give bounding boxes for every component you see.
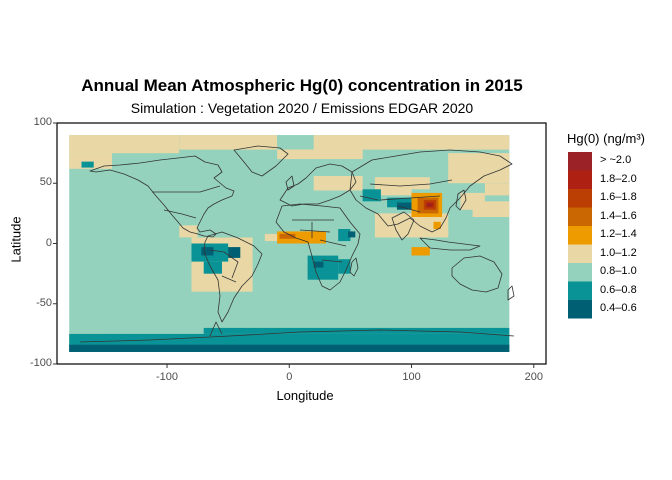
legend-key-label: 0.4–0.6 [600, 302, 637, 315]
heatmap-region-10 [411, 177, 430, 190]
x-tick-label: -100 [156, 371, 179, 383]
south-america-outline [203, 231, 263, 323]
legend-key-swatch [568, 189, 592, 208]
y-tick-label: 50 [39, 176, 52, 189]
canada-usa-border [152, 185, 221, 193]
legend-key-label: 0.6–0.8 [600, 283, 637, 296]
y-tick-label: -50 [36, 296, 52, 309]
africa-outline [275, 203, 361, 291]
plot-area [53, 122, 547, 368]
legend-key-swatch [568, 152, 592, 171]
heatmap-region-40 [411, 247, 430, 256]
legend-key-label: 1.2–1.4 [600, 228, 637, 241]
legend-key-swatch [568, 226, 592, 245]
legend-key-label: 1.0–1.2 [600, 246, 637, 259]
australia-outline [451, 255, 503, 293]
x-tick-label: 100 [402, 371, 421, 383]
heatmap-region-6 [484, 183, 510, 196]
legend-key-label: 1.4–1.6 [600, 209, 637, 222]
india-outline [391, 211, 415, 241]
greenland-outline [233, 145, 289, 177]
europe-outline [279, 163, 357, 207]
north-america-outline [89, 155, 235, 238]
heatmap-region-28 [338, 229, 351, 242]
heatmap-region-39 [427, 203, 432, 207]
heatmap-region-27 [338, 259, 351, 274]
japan-outline [455, 189, 467, 211]
usa-mexico-border [163, 209, 197, 219]
uk-outline [285, 175, 295, 191]
heatmap-region-1 [179, 135, 278, 150]
heatmap-region-5 [448, 153, 510, 184]
heatmap-region-4 [69, 153, 112, 169]
heatmap-region-3 [277, 149, 363, 160]
heatmap-region-23 [228, 247, 241, 258]
legend-key-swatch [568, 263, 592, 282]
heatmap-region-2 [313, 135, 510, 150]
legend-keys [568, 152, 592, 319]
heatmap-layer [69, 135, 510, 352]
y-tick-label: 0 [45, 236, 52, 249]
heatmap-region-0 [69, 135, 180, 154]
heatmap-region-26 [313, 261, 324, 268]
heatmap-region-20 [81, 161, 94, 168]
new-zealand-outline [507, 285, 515, 301]
asia-borders [359, 179, 453, 213]
heatmap-region-24 [201, 247, 214, 256]
heatmap-region-32 [396, 202, 412, 210]
heatmap-region-34 [279, 233, 296, 239]
indonesia-outline [419, 237, 481, 251]
legend-key-swatch [568, 207, 592, 226]
x-tick-label: 200 [524, 371, 543, 383]
country-borders [79, 145, 515, 343]
legend-key-swatch [568, 170, 592, 189]
south-america-borders [209, 249, 239, 283]
heatmap-region-30 [362, 189, 381, 202]
legend-key-swatch [568, 281, 592, 300]
legend-key-label: 0.8–1.0 [600, 265, 637, 278]
heatmap-region-25 [307, 255, 339, 280]
heatmap-region-41 [433, 221, 441, 229]
legend-key-swatch [568, 300, 592, 319]
y-axis-ticks [53, 122, 57, 365]
antarctica-coast [79, 329, 515, 343]
legend-key-label: > ~2.0 [600, 154, 632, 167]
legend-title: Hg(0) (ng/m³) [567, 131, 646, 146]
y-tick-label: -100 [29, 357, 52, 369]
madagascar-outline [349, 257, 359, 277]
y-tick-label: 100 [33, 116, 52, 128]
legend-key-swatch [568, 244, 592, 263]
antarctic-peninsula [209, 321, 223, 337]
x-axis-ticks [166, 364, 535, 368]
x-tick-label: 0 [286, 371, 293, 383]
x-axis-label: Longitude [276, 388, 334, 403]
heatmap-region-19 [69, 344, 510, 352]
asia-outline [349, 149, 513, 233]
legend-key-label: 1.6–1.8 [600, 191, 637, 204]
legend-key-label: 1.8–2.0 [600, 172, 637, 185]
africa-borders [292, 219, 347, 263]
heatmap-region-22 [203, 261, 222, 274]
chart-subtitle: Simulation : Vegetation 2020 / Emissions… [130, 100, 474, 116]
heatmap-region-9 [374, 177, 412, 196]
chart-title: Annual Mean Atmospheric Hg(0) concentrat… [81, 76, 523, 95]
heatmap-region-29 [348, 231, 356, 238]
heatmap-region-8 [472, 201, 510, 217]
